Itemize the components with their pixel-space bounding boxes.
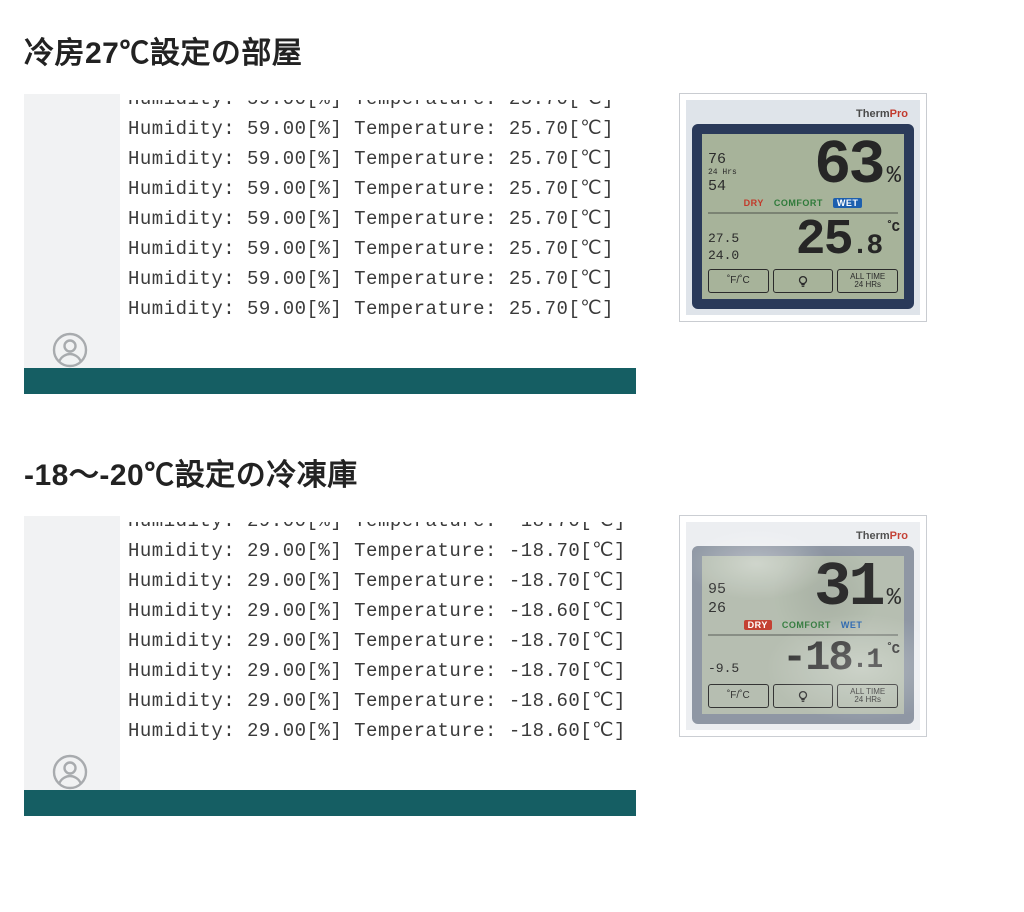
fc-toggle-button[interactable]: ˚F/˚C bbox=[708, 269, 769, 293]
brand-text-pro: Pro bbox=[890, 530, 908, 542]
humidity-big: 31 % bbox=[814, 560, 898, 616]
user-avatar-icon bbox=[52, 332, 88, 368]
monitor-gutter bbox=[24, 94, 120, 394]
humidity-minmax: 95 26 bbox=[708, 576, 732, 616]
section-title: -18〜-20℃設定の冷凍庫 bbox=[24, 450, 1000, 494]
alltime-bottom: 24 HRs bbox=[850, 281, 885, 289]
comfort-dry: DRY bbox=[744, 198, 764, 208]
temp-high: 27.5 bbox=[708, 231, 739, 246]
monitor-lines: Humidity: 59.00[%] Temperature: 25.70[℃]… bbox=[120, 114, 636, 324]
temp-low: 24.0 bbox=[708, 248, 739, 263]
monitor-line-cut: Humidity: 29.00[%] Temperature: -18.70[℃… bbox=[128, 522, 636, 536]
temp-big: 25 .8 ˚C bbox=[796, 218, 898, 263]
serial-monitor-screenshot: Humidity: 29.00[%] Temperature: -18.70[℃… bbox=[24, 516, 636, 816]
thermo-hygrometer-device: ThermPro 76 24 Hrs 54 63 % DRY bbox=[680, 94, 926, 321]
alltime-bottom: 24 HRs bbox=[850, 696, 885, 704]
humidity-timeframe: 24 Hrs bbox=[708, 169, 737, 177]
monitor-bottom-bar bbox=[24, 790, 636, 816]
humidity-high: 76 bbox=[708, 152, 737, 167]
comfort-ok: COMFORT bbox=[782, 620, 831, 630]
temp-unit: ˚C bbox=[885, 644, 898, 657]
device-lcd: 95 26 31 % DRY COMFORT WET bbox=[692, 546, 914, 724]
humidity-high: 95 bbox=[708, 582, 726, 597]
monitor-body: Humidity: 29.00[%] Temperature: -18.70[℃… bbox=[120, 516, 636, 816]
monitor-body: Humidity: 59.00[%] Temperature: 25.70[℃]… bbox=[120, 94, 636, 394]
lcd-button-row: ˚F/˚C ALL TIME 24 HRs bbox=[708, 684, 898, 708]
humidity-value: 31 bbox=[814, 560, 882, 616]
backlight-button[interactable] bbox=[773, 684, 834, 708]
humidity-minmax: 76 24 Hrs 54 bbox=[708, 146, 743, 194]
temp-big: -18 .1 ˚C bbox=[782, 640, 898, 678]
fc-toggle-button[interactable]: ˚F/˚C bbox=[708, 684, 769, 708]
serial-monitor-screenshot: Humidity: 59.00[%] Temperature: 25.70[℃]… bbox=[24, 94, 636, 394]
temp-high: -9.5 bbox=[708, 661, 739, 676]
monitor-line-cut: Humidity: 59.00[%] Temperature: 25.70[℃] bbox=[128, 100, 636, 114]
humidity-low: 54 bbox=[708, 179, 737, 194]
alltime-button[interactable]: ALL TIME 24 HRs bbox=[837, 684, 898, 708]
comfort-ok: COMFORT bbox=[774, 198, 823, 208]
device-brand: ThermPro bbox=[692, 528, 914, 546]
comfort-wet: WET bbox=[833, 198, 863, 208]
comfort-dry: DRY bbox=[744, 620, 772, 630]
user-avatar-icon bbox=[52, 754, 88, 790]
temp-dec: .8 bbox=[852, 234, 882, 259]
monitor-gutter bbox=[24, 516, 120, 816]
humidity-unit: % bbox=[887, 166, 898, 188]
section-room: 冷房27℃設定の部屋 Humidity: 59.00[%] Temperatur… bbox=[24, 28, 1000, 394]
comfort-wet: WET bbox=[841, 620, 863, 630]
temp-dec: .1 bbox=[852, 648, 882, 673]
humidity-big: 63 % bbox=[814, 138, 898, 194]
humidity-value: 63 bbox=[814, 138, 882, 194]
temp-minmax: 27.5 24.0 bbox=[708, 231, 739, 263]
temp-unit: ˚C bbox=[885, 222, 898, 235]
temp-minmax: -9.5 bbox=[708, 661, 739, 678]
backlight-button[interactable] bbox=[773, 269, 834, 293]
brand-text-pro: Pro bbox=[890, 108, 908, 120]
alltime-button[interactable]: ALL TIME 24 HRs bbox=[837, 269, 898, 293]
humidity-unit: % bbox=[887, 588, 898, 610]
device-brand: ThermPro bbox=[692, 106, 914, 124]
lcd-button-row: ˚F/˚C ALL TIME 24 HRs bbox=[708, 269, 898, 293]
monitor-bottom-bar bbox=[24, 368, 636, 394]
temp-int: -18 bbox=[782, 640, 852, 678]
monitor-lines: Humidity: 29.00[%] Temperature: -18.70[℃… bbox=[120, 536, 636, 746]
section-freezer: -18〜-20℃設定の冷凍庫 Humidity: 29.00[%] Temper… bbox=[24, 450, 1000, 816]
temp-int: 25 bbox=[796, 218, 852, 263]
brand-text: Therm bbox=[856, 108, 890, 120]
section-title: 冷房27℃設定の部屋 bbox=[24, 28, 1000, 72]
humidity-low: 26 bbox=[708, 601, 726, 616]
thermo-hygrometer-device: ThermPro 95 26 31 % DRY bbox=[680, 516, 926, 736]
brand-text: Therm bbox=[856, 530, 890, 542]
device-lcd: 76 24 Hrs 54 63 % DRY COMFORT WET bbox=[692, 124, 914, 309]
